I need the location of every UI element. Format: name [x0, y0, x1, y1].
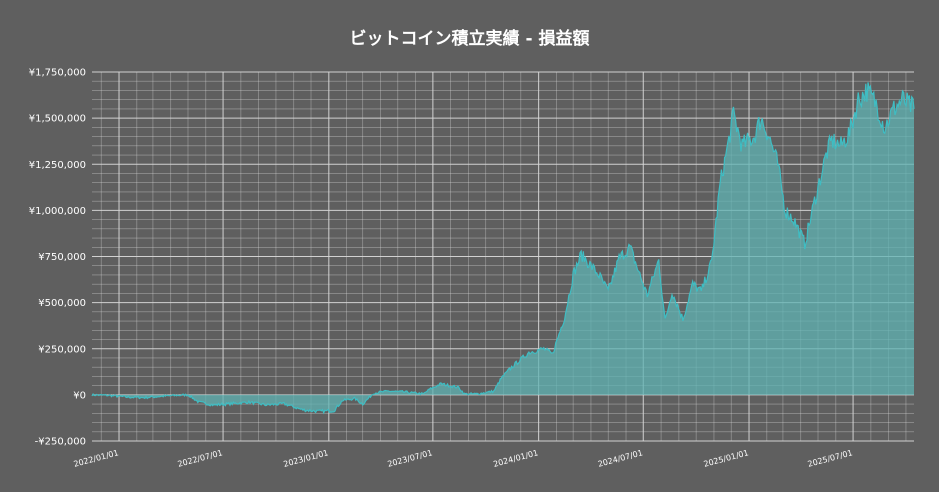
x-tick-label: 2022/07/01	[177, 448, 224, 469]
y-tick-label: ¥1,250,000	[29, 160, 86, 171]
chart-title: ビットコイン積立実績 - 損益額	[349, 29, 590, 49]
series-area	[92, 82, 914, 413]
y-tick-label: ¥1,500,000	[29, 114, 86, 125]
x-tick-label: 2025/01/01	[703, 448, 750, 469]
x-tick-label: 2023/07/01	[387, 448, 434, 469]
y-axis-ticks: -¥250,000 ¥0 ¥250,000 ¥500,000 ¥750,000 ¥1,00…	[29, 68, 86, 448]
y-tick-label: ¥0	[73, 390, 86, 401]
x-tick-label: 2023/01/01	[282, 448, 329, 469]
x-axis-ticks: 2022/01/01 2022/07/01 2023/01/01 2023/07/01…	[73, 448, 854, 469]
y-tick-label: ¥250,000	[38, 344, 86, 355]
y-tick-label: -¥250,000	[35, 437, 86, 448]
x-tick-label: 2025/07/01	[807, 448, 854, 469]
y-tick-label: ¥500,000	[38, 298, 86, 309]
x-tick-label: 2024/07/01	[597, 448, 644, 469]
y-tick-label: ¥1,000,000	[29, 206, 86, 217]
series-layer	[91, 82, 915, 415]
series-line	[91, 82, 915, 415]
x-tick-label: 2022/01/01	[73, 448, 120, 469]
x-tick-label: 2024/01/01	[492, 448, 539, 469]
y-tick-label: ¥1,750,000	[29, 68, 86, 79]
y-tick-label: ¥750,000	[38, 252, 86, 263]
